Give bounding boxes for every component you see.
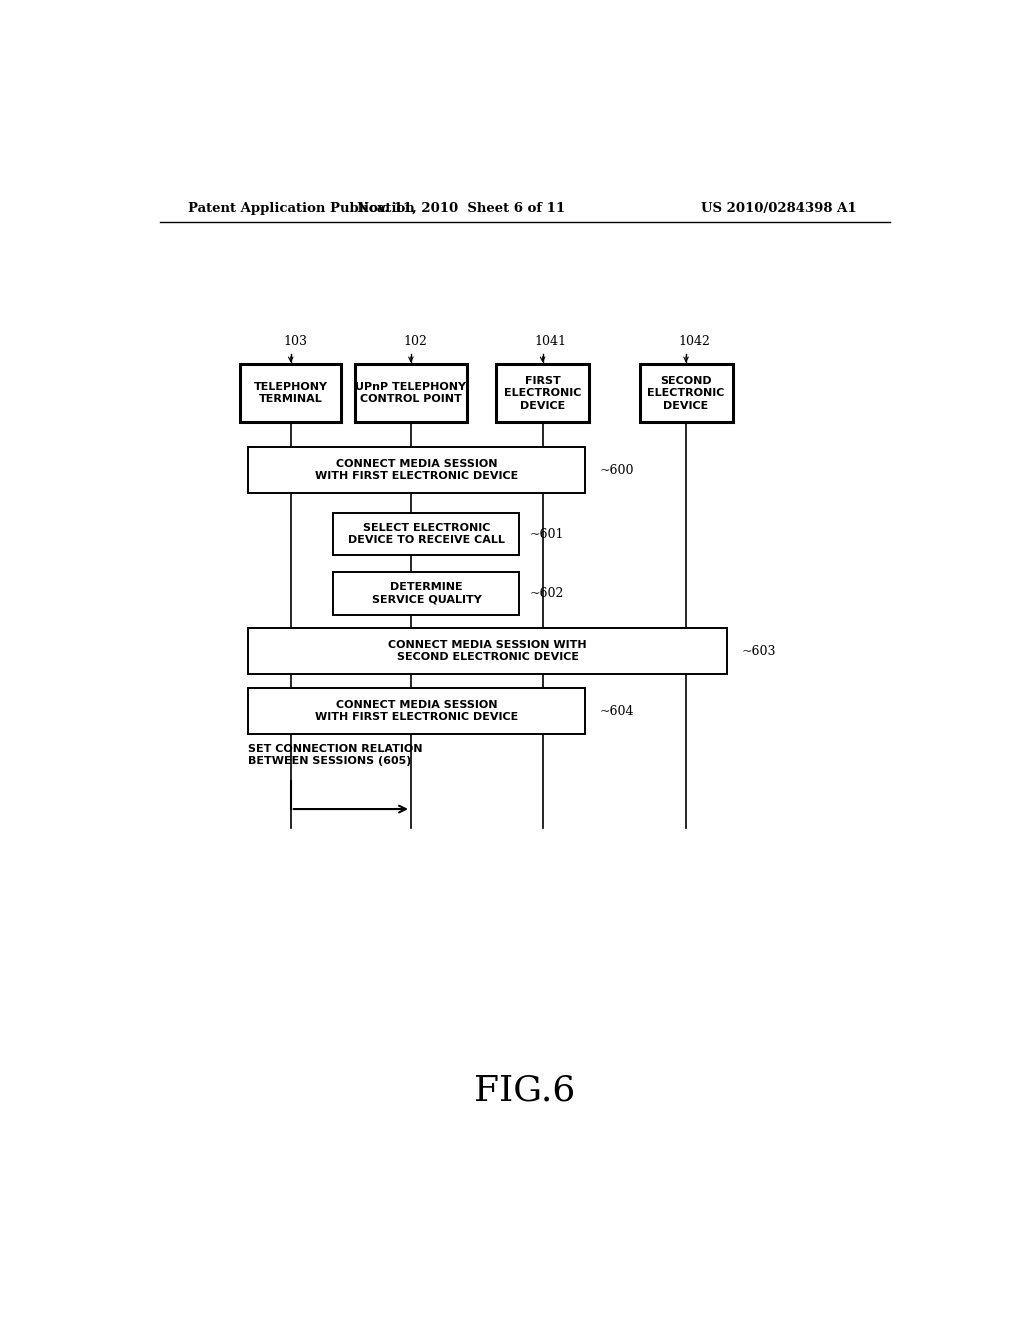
Text: TELEPHONY
TERMINAL: TELEPHONY TERMINAL [254,381,328,404]
Text: FIG.6: FIG.6 [474,1073,575,1107]
Text: ~602: ~602 [529,587,564,601]
Text: FIRST
ELECTRONIC
DEVICE: FIRST ELECTRONIC DEVICE [504,376,582,411]
Bar [241,364,341,422]
Text: Nov. 11, 2010  Sheet 6 of 11: Nov. 11, 2010 Sheet 6 of 11 [357,202,565,215]
Text: DETERMINE
SERVICE QUALITY: DETERMINE SERVICE QUALITY [372,582,481,605]
Bar [640,364,732,422]
Bar [496,364,589,422]
Bar [354,364,467,422]
Text: CONNECT MEDIA SESSION
WITH FIRST ELECTRONIC DEVICE: CONNECT MEDIA SESSION WITH FIRST ELECTRO… [315,459,518,482]
Text: SECOND
ELECTRONIC
DEVICE: SECOND ELECTRONIC DEVICE [647,376,725,411]
Text: ~601: ~601 [529,528,564,541]
Text: 102: 102 [403,335,427,348]
Text: CONNECT MEDIA SESSION
WITH FIRST ELECTRONIC DEVICE: CONNECT MEDIA SESSION WITH FIRST ELECTRO… [315,700,518,722]
Text: SELECT ELECTRONIC
DEVICE TO RECEIVE CALL: SELECT ELECTRONIC DEVICE TO RECEIVE CALL [348,523,505,545]
Text: SET CONNECTION RELATION
BETWEEN SESSIONS (605): SET CONNECTION RELATION BETWEEN SESSIONS… [248,744,423,767]
Text: 1041: 1041 [535,335,567,348]
Text: 103: 103 [283,335,307,348]
Text: ~603: ~603 [741,644,775,657]
Bar [248,628,727,675]
Text: Patent Application Publication: Patent Application Publication [188,202,415,215]
Text: CONNECT MEDIA SESSION WITH
SECOND ELECTRONIC DEVICE: CONNECT MEDIA SESSION WITH SECOND ELECTR… [388,640,587,663]
Text: UPnP TELEPHONY
CONTROL POINT: UPnP TELEPHONY CONTROL POINT [355,381,466,404]
Bar [248,688,586,734]
Bar [334,513,519,556]
Text: ~600: ~600 [599,463,634,477]
Text: US 2010/0284398 A1: US 2010/0284398 A1 [700,202,856,215]
Text: ~604: ~604 [599,705,634,718]
Bar [334,573,519,615]
Text: 1042: 1042 [678,335,710,348]
Bar [248,447,586,494]
